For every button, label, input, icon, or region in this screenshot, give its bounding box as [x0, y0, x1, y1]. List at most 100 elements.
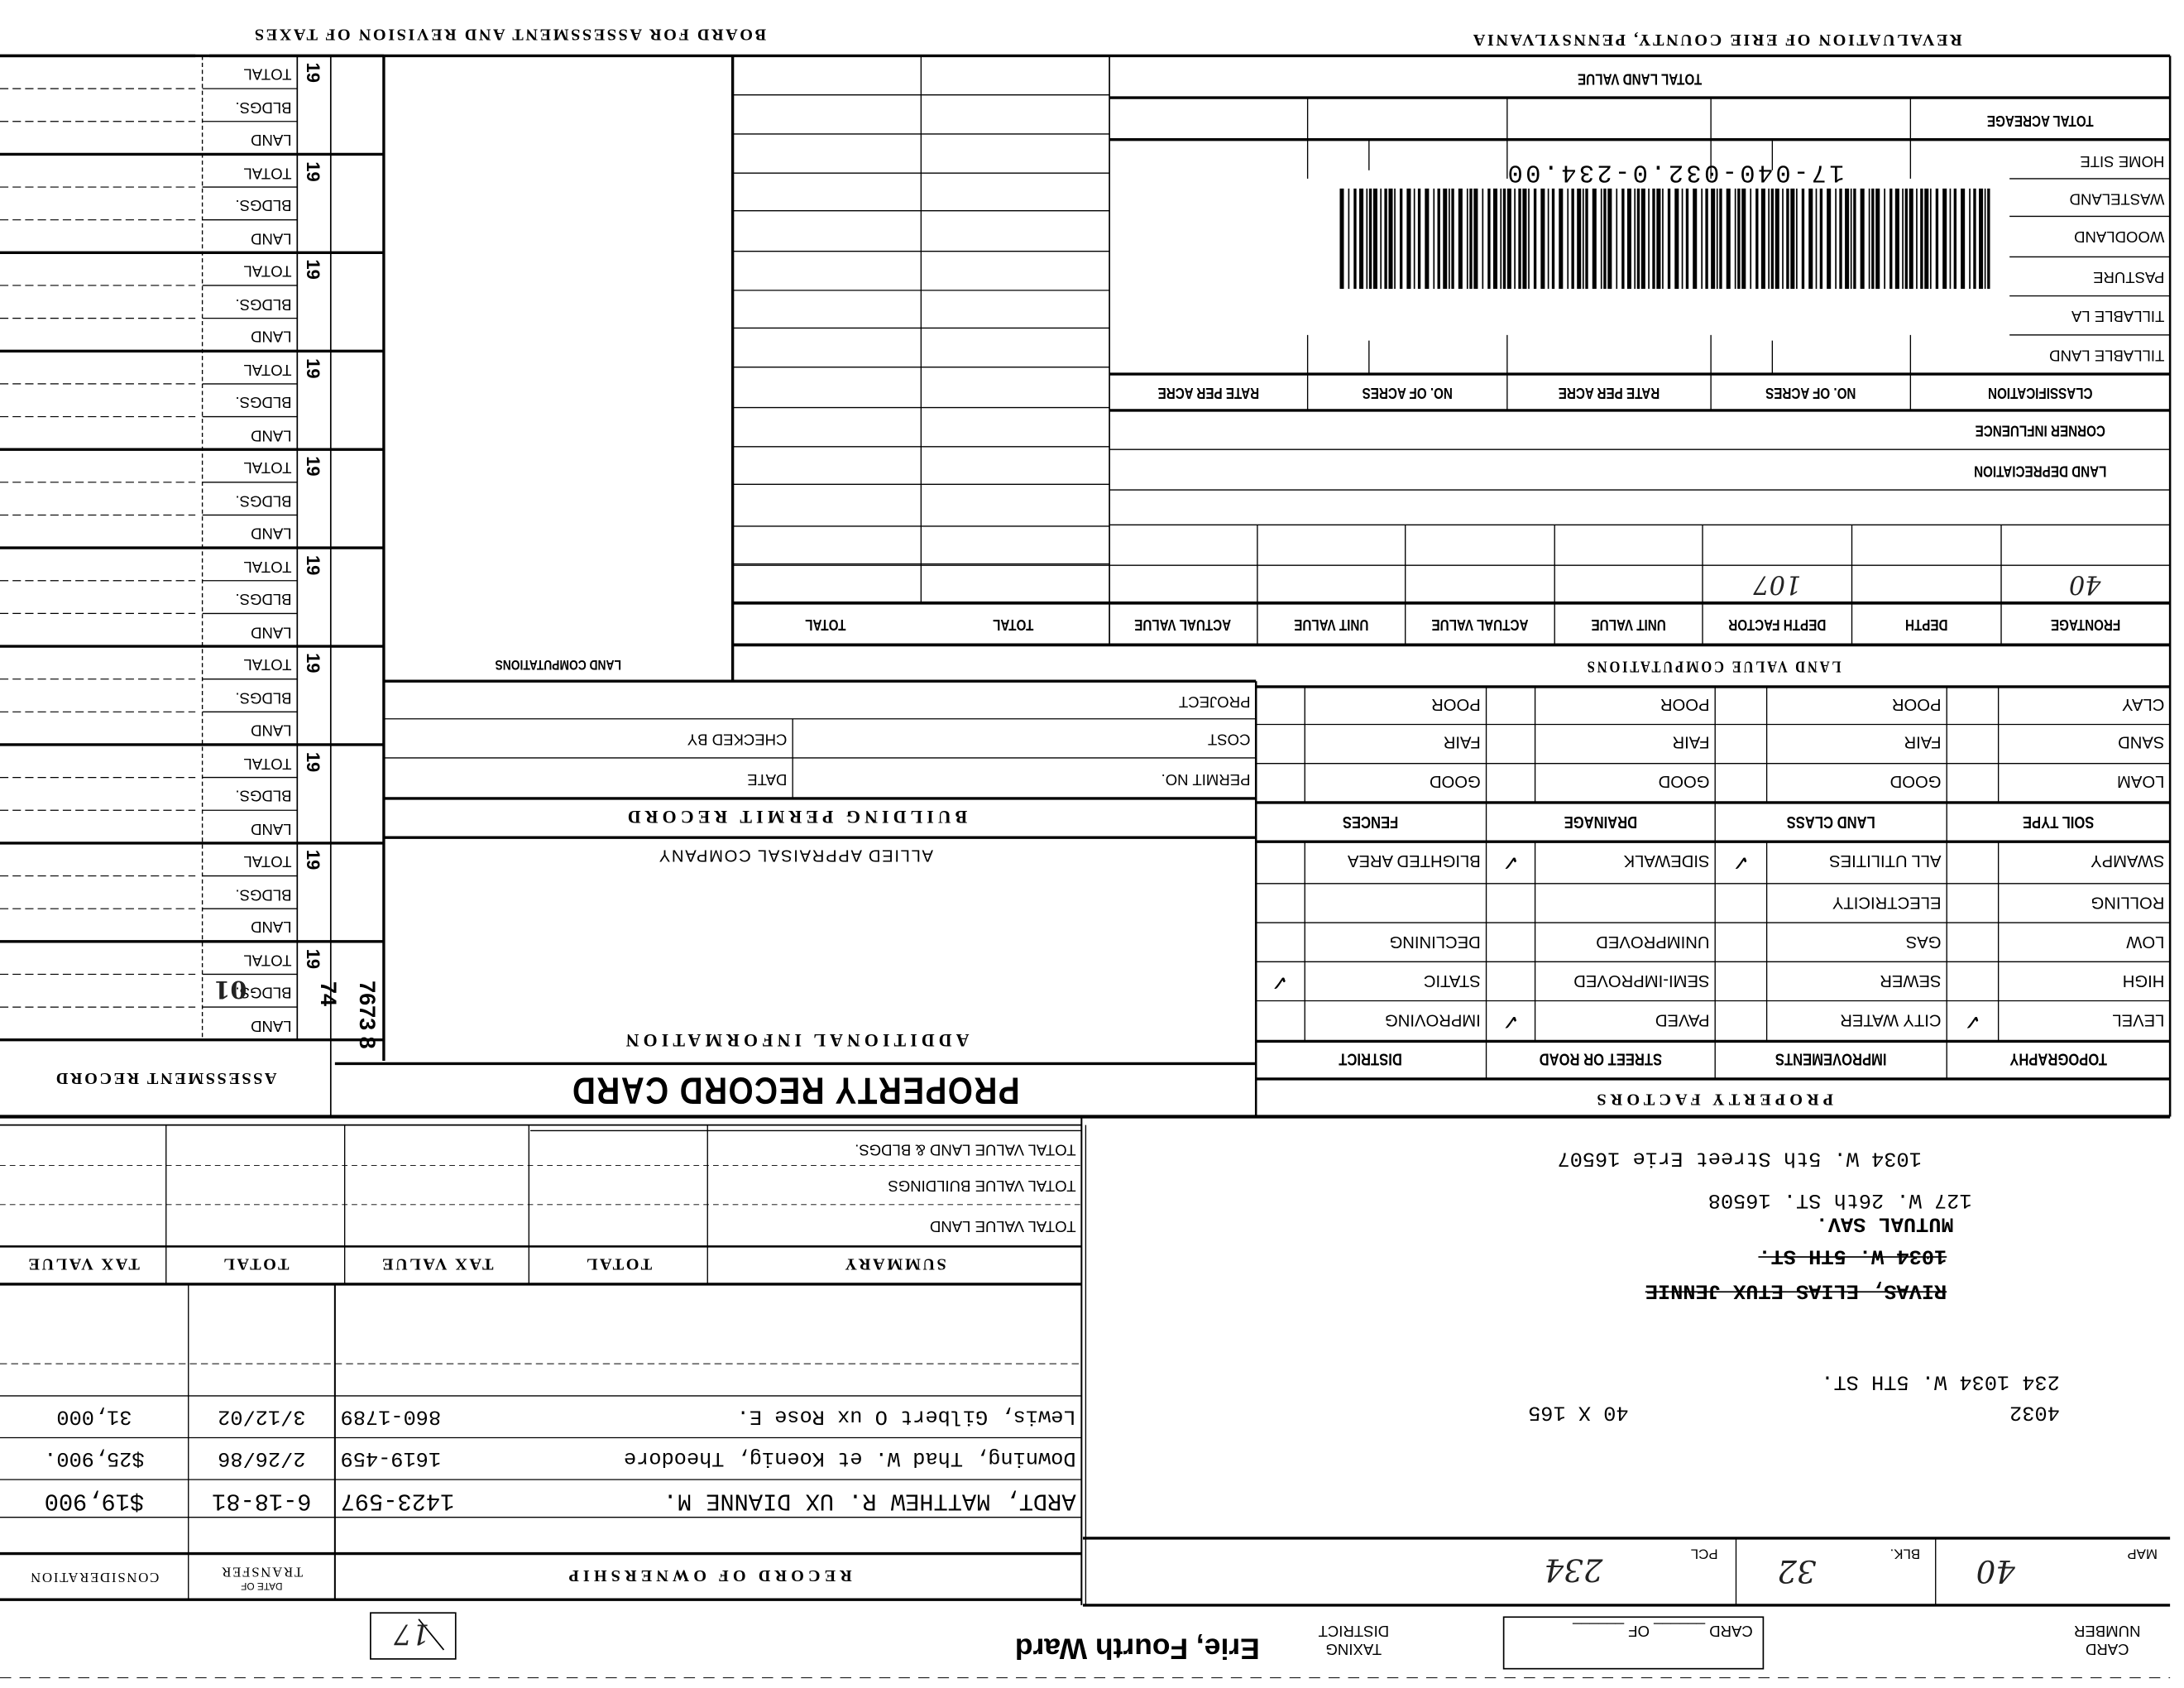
barcode-bar [1394, 188, 1396, 290]
property-factor-column-header: IMPROVEMENTS [1774, 1050, 1887, 1071]
assessment-row-label: TOTAL [243, 753, 292, 770]
barcode-bar [1585, 188, 1588, 290]
map-number: 40 [1976, 1551, 2015, 1588]
barcode-bar [1500, 188, 1502, 290]
soil-column-header: SOIL TYPE [2022, 812, 2095, 832]
barcode-bar [1808, 188, 1813, 290]
property-factor-label: SIDEWALK [1623, 851, 1710, 872]
pcl-number: 234 [1544, 1551, 1603, 1586]
assessment-row-label: TOTAL [243, 655, 292, 672]
assessment-year-prefix: 19 [303, 554, 325, 575]
barcode-bar [1662, 188, 1664, 290]
barcode-bar [1640, 188, 1645, 290]
property-factor-label: SEMI-IMPROVED [1573, 971, 1710, 992]
land-value-column-header: TOTAL [993, 616, 1034, 634]
barcode-bar [1894, 188, 1899, 290]
assessment-row-label: BLDGS. [235, 885, 292, 902]
property-factor-label: LEVEL [2112, 1011, 2165, 1031]
corner-influence-label: CORNER INFLUENCE [1975, 422, 2105, 439]
barcode-bar [1786, 188, 1789, 290]
barcode-bar [1768, 188, 1770, 290]
barcode-bar [1359, 188, 1364, 290]
assessment-year-prefix: 19 [303, 849, 325, 870]
barcode [1339, 188, 1990, 290]
barcode-bar [1577, 188, 1582, 290]
ownership-name: Downing, Thad W. et Koenig, Theodore [623, 1446, 1076, 1471]
ownership-name-cell: Lewis, Gilbert O ux Rose E. 860-1789 [335, 1396, 1081, 1438]
assessment-row-label: BLDGS. [235, 491, 292, 508]
ownership-name: ARDT, MATTHEW R. UX DIANNE M. [663, 1487, 1076, 1514]
barcode-bar [1902, 188, 1904, 290]
property-factor-label: UNIMPROVED [1596, 933, 1710, 953]
barcode-bar [1734, 188, 1736, 290]
property-factor-label: IMPROVING [1384, 1011, 1481, 1031]
barcode-bar [1835, 188, 1837, 290]
barcode-bar [1547, 188, 1549, 290]
barcode-bar [1801, 188, 1805, 290]
barcode-bar [1522, 188, 1527, 290]
barcode-bar [1518, 188, 1521, 290]
taxing-district-label: TAXING DISTRICT [1298, 1616, 1410, 1661]
property-record-card-title: PROPERTY RECORD CARD [571, 1070, 1020, 1112]
barcode-bar [1449, 188, 1450, 290]
barcode-bar [1380, 188, 1382, 290]
acreage-class-label: TILLABLE LA [2071, 307, 2165, 324]
ownership-consideration: 31,000 [56, 1404, 132, 1429]
barcode-bar [1384, 188, 1387, 290]
soil-option-label: CLAY [2121, 695, 2165, 716]
barcode-bar [1942, 188, 1947, 290]
ownership-name-cell: Downing, Thad W. et Koenig, Theodore 1619… [335, 1438, 1081, 1480]
ownership-transfer-date: 6-18-81 [212, 1487, 312, 1514]
barcode-bar [1961, 188, 1966, 290]
property-factor-label: HIGH [2122, 971, 2165, 992]
land-value-computations-title: LAND VALUE COMPUTATIONS [1584, 657, 1842, 678]
soil-option-label: POOR [1660, 695, 1710, 716]
barcode-bar [1884, 188, 1886, 290]
property-factor-label: LOW [2126, 933, 2165, 953]
barcode-bar [1559, 188, 1564, 290]
record-of-ownership-title: RECORD OF OWNERSHIP [564, 1566, 852, 1587]
assessment-row-label: LAND [251, 228, 292, 246]
barcode-bar [1929, 188, 1932, 290]
assessment-row-label: LAND [251, 917, 292, 934]
pcl-label: PCL [1690, 1545, 1718, 1561]
checkmark-icon: ✓ [1731, 850, 1751, 874]
barcode-bar [1582, 188, 1584, 290]
assessment-row-label: TOTAL [243, 851, 292, 869]
barcode-bar [1473, 188, 1478, 290]
parcel-location: 234 1034 W. 5TH ST. [1821, 1369, 2060, 1394]
assessment-row-label: TOTAL [243, 359, 292, 377]
property-factors-title: PROPERTY FACTORS [1592, 1090, 1834, 1110]
barcode-bar [1540, 188, 1545, 290]
assessment-year-prefix: 19 [303, 751, 325, 772]
land-value-column-header: ACTUAL VALUE [1431, 616, 1529, 634]
mailing-name: MUTUAL SAV. [1815, 1212, 1954, 1236]
assessment-row-label: TOTAL [243, 556, 292, 573]
checkmark-icon: ✓ [1963, 1009, 1982, 1033]
barcode-bar [1737, 188, 1741, 290]
ownership-deed: 1619-459 [340, 1446, 442, 1471]
barcode-bar [1916, 188, 1918, 290]
land-value-column-header: DEPTH FACTOR [1728, 616, 1827, 634]
barcode-bar [1920, 188, 1923, 290]
barcode-bar [1685, 188, 1689, 290]
summary-row-buildings: TOTAL VALUE BUILDINGS [888, 1177, 1076, 1195]
barcode-bar [1741, 188, 1746, 290]
barcode-bar [1603, 188, 1607, 290]
barcode-bar [1716, 188, 1718, 290]
acreage-column-header: NO. OF ACRES [1765, 384, 1856, 401]
soil-column-header: DRAINAGE [1564, 812, 1638, 832]
barcode-bar [1592, 188, 1597, 290]
barcode-bar [1425, 188, 1430, 290]
ownership-name: Lewis, Gilbert O ux Rose E. [736, 1404, 1076, 1429]
blk-number: 32 [1777, 1551, 1817, 1588]
barcode-bar [1656, 188, 1661, 290]
barcode-bar [1904, 188, 1908, 290]
barcode-bar [1681, 188, 1684, 290]
stamp-number-a: 74 [315, 981, 339, 1007]
permit-no-label: PERMIT NO. [1161, 770, 1251, 788]
lot-size: 40 X 165 [1528, 1400, 1629, 1425]
date-of-transfer-header: DATE OF TRANSFER [189, 1554, 335, 1600]
barcode-bar [1399, 188, 1403, 290]
